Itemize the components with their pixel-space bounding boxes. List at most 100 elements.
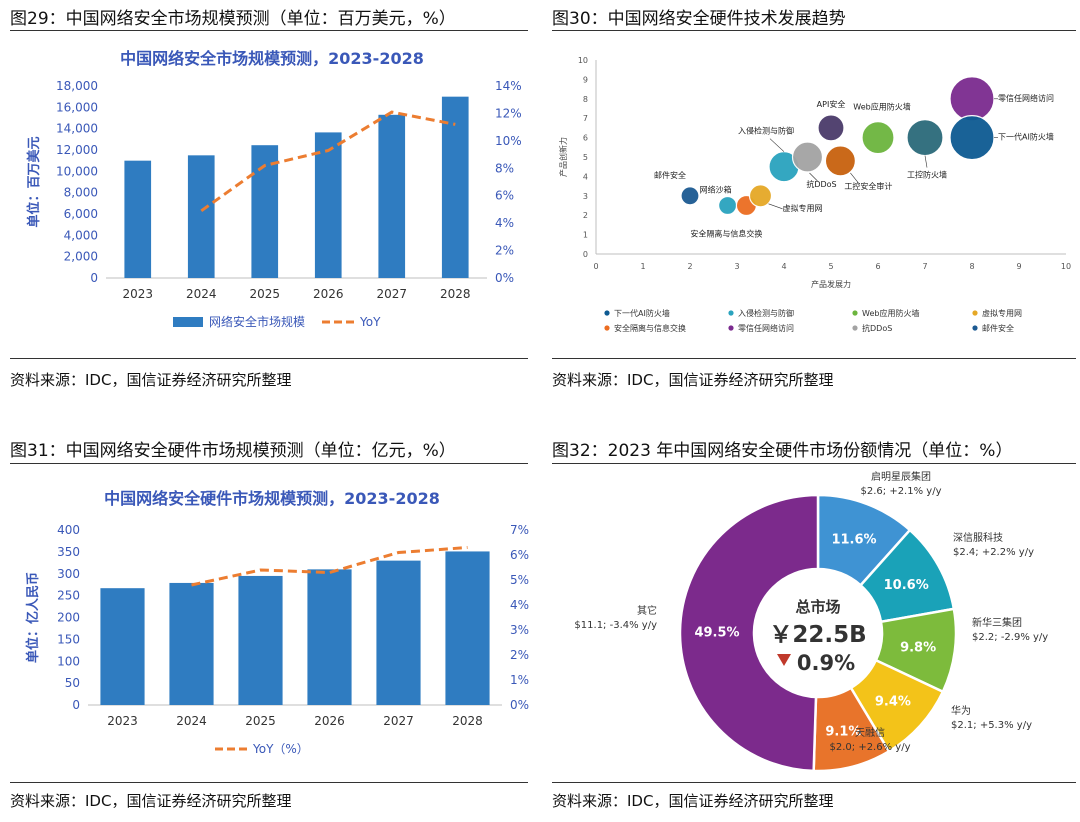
legend-label: 网络安全市场规模 [209,314,305,329]
legend-marker [852,310,858,316]
slice-percent-label: 9.4% [875,695,911,710]
y2-tick-label: 2% [495,244,514,258]
slice-detail-label: $2.2; -2.9% y/y [972,632,1048,643]
y2-tick-label: 3% [510,623,529,637]
bottom-rule [552,782,1076,783]
source-note: 资料来源：IDC，国信证券经济研究所整理 [552,371,834,389]
y-tick-label: 0 [90,271,98,285]
bottom-rule [10,358,528,359]
y2-tick-label: 0% [510,698,529,712]
slice-name-label: 新华三集团 [972,616,1022,629]
yoy-line [191,546,468,587]
y-tick-label: 8,000 [64,186,98,200]
x-tick-label: 2025 [245,714,276,728]
y-tick-label: 6 [583,134,588,143]
y2-tick-label: 4% [495,216,514,230]
x-tick-label: 0 [593,262,598,271]
bubble [949,76,995,122]
slice-name-label: 其它 [637,604,657,617]
technology-bubble-chart: 0 1 2 3 4 5 6 7 8 9 10012345678910产品发展力产品创新力零信任网络访… [558,56,1071,333]
slice-detail-label: $2.1; +5.3% y/y [951,720,1032,731]
bubble-label: 抗DDoS [806,179,836,189]
legend-marker [852,325,858,331]
legend-marker [604,310,610,316]
y-tick-label: 100 [57,654,80,668]
yoy-line [200,110,456,213]
donut-center [756,571,880,695]
title-rule [10,30,528,31]
legend-label: 下一代AI防火墙 [614,308,670,318]
bubble-label: 网络沙箱 [700,185,732,195]
x-tick-label: 5 [828,262,833,271]
legend-marker [972,325,978,331]
slice-name-label: 华为 [951,704,971,717]
y-tick-label: 250 [57,589,80,603]
bar [169,582,214,705]
legend-label: 入侵检测与防御 [738,308,794,318]
y-tick-label: 3 [583,192,588,201]
panel-title: 图30：中国网络安全硬件技术发展趋势 [552,9,846,29]
y-tick-label: 150 [57,632,80,646]
bubble [949,114,995,161]
y-tick-label: 5 [583,153,588,162]
x-tick-label: 9 [1016,262,1021,271]
y2-tick-label: 10% [495,134,522,148]
bar [376,560,421,705]
x-tick-label: 2025 [249,287,280,301]
x-tick-label: 1 [640,262,645,271]
donut-slice [678,493,820,773]
bubble [680,186,700,206]
down-triangle-icon [777,654,791,666]
legend-marker [728,310,734,316]
y2-tick-label: 1% [510,673,529,687]
x-axis-label: 产品发展力 [811,279,851,289]
leader-line [768,203,783,210]
y2-tick-label: 6% [495,189,514,203]
leader-line [924,155,928,168]
center-title: 总市场 [795,598,840,616]
panel-market-forecast: 图29：中国网络安全市场规模预测（单位：百万美元，%） 中国网络安全市场规模预测… [10,0,530,400]
bubble [718,195,738,216]
x-tick-label: 3 [734,262,739,271]
y-tick-label: 4 [583,172,588,181]
y-axis-label: 单位：亿人民币 [25,572,41,663]
bottom-rule [552,358,1076,359]
legend-label: Web应用防火墙 [862,308,919,318]
x-tick-label: 2024 [186,287,217,301]
y2-tick-label: 12% [495,106,522,120]
slice-percent-label: 11.6% [831,533,876,548]
panel-market-share: 图32：2023 年中国网络安全硬件市场份额情况（单位：%） 11.6% 启明星辰… [552,428,1078,822]
y-tick-label: 10,000 [56,164,98,178]
bubble-label: 工控防火墙 [907,170,947,180]
y2-tick-label: 4% [510,598,529,612]
slice-detail-label: $2.0; +2.6% y/y [830,742,911,753]
panel-title: 图32：2023 年中国网络安全硬件市场份额情况（单位：%） [552,441,1013,461]
legend-label: 安全隔离与信息交换 [614,323,686,333]
bar [378,114,406,278]
bar [124,160,152,278]
x-tick-label: 2027 [376,287,407,301]
x-tick-label: 10 [1061,262,1071,271]
y2-tick-label: 6% [510,548,529,562]
bar [314,132,342,278]
y-tick-label: 200 [57,611,80,625]
x-tick-label: 2024 [176,714,207,728]
x-tick-label: 2028 [452,714,483,728]
slice-name-label: 天融信 [855,727,885,739]
slice-name-label: 启明星辰集团 [871,470,931,483]
y-tick-label: 18,000 [56,79,98,93]
leader-line [850,172,859,184]
legend-label: YoY（%） [252,742,309,756]
title-rule [552,463,1076,464]
y2-tick-label: 0% [495,271,514,285]
source-note: 资料来源：IDC，国信证券经济研究所整理 [552,792,834,810]
slice-percent-label: 9.1% [825,725,861,740]
slice-detail-label: $2.4; +2.2% y/y [953,547,1034,558]
panel-title: 图29：中国网络安全市场规模预测（单位：百万美元，%） [10,9,456,29]
legend-label: 虚拟专用网 [982,308,1022,318]
y-axis-label: 单位：百万美元 [26,136,42,227]
legend-label: 邮件安全 [982,323,1014,333]
bubble-label: 入侵检测与防御 [738,126,794,136]
bar [445,551,490,705]
y-tick-label: 8 [583,95,588,104]
